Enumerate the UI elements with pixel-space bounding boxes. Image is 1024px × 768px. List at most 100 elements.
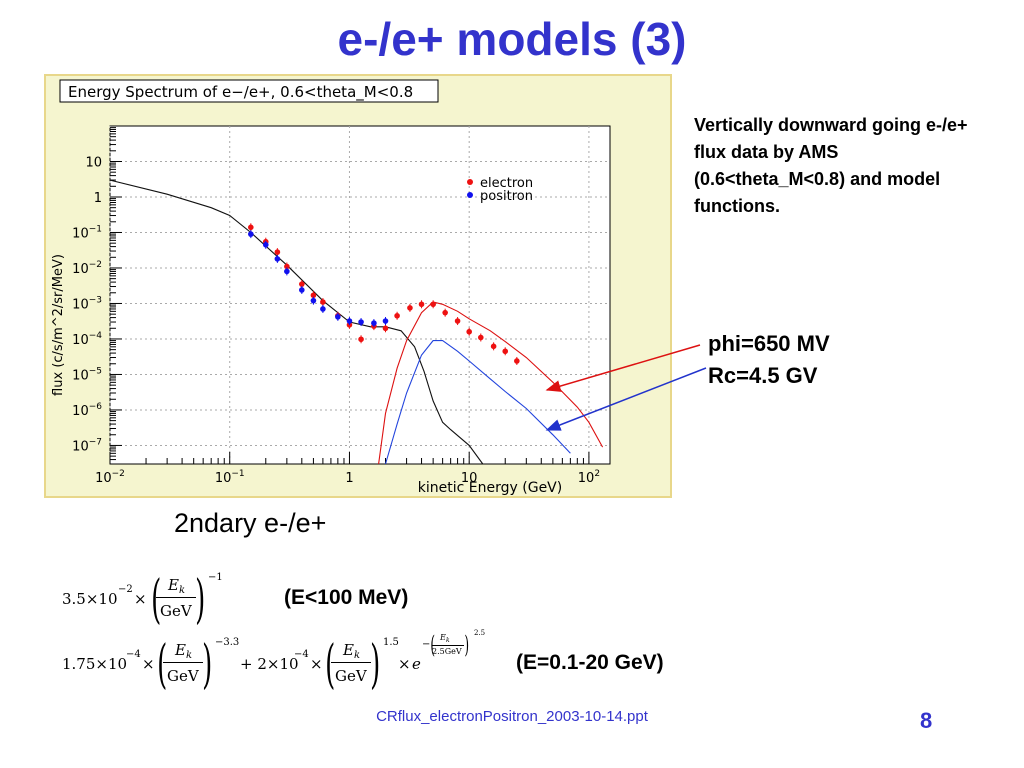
f2-right-paren-2: ) xyxy=(370,635,381,695)
plot-area xyxy=(109,125,611,465)
positron-point xyxy=(284,268,290,275)
chart-title: Energy Spectrum of e−/e+, 0.6<theta_M<0.… xyxy=(68,83,413,102)
chart-title-box xyxy=(59,79,439,103)
f2-exp-numerator: E xyxy=(440,633,446,642)
f2-fraction-bar-1 xyxy=(163,662,203,663)
phi-parameter: phi=650 MV xyxy=(708,331,830,356)
electron-point xyxy=(274,249,281,255)
model-curve xyxy=(109,179,484,465)
f1-coefficient: 3.5×10 xyxy=(62,590,118,608)
x-tick-label: 10−1 xyxy=(215,469,245,486)
electron-point xyxy=(514,358,520,364)
f2-denominator-1: GeV xyxy=(167,667,199,685)
positron-point xyxy=(358,319,364,325)
electron-point xyxy=(382,325,389,332)
f2-exp-numerator-sub: k xyxy=(446,637,450,644)
f2-exponent-1: −4 xyxy=(126,649,141,660)
f2-left-paren-2: ( xyxy=(325,635,336,695)
f2-left-paren-1: ( xyxy=(157,635,168,695)
electron-point xyxy=(248,224,254,231)
electron-point xyxy=(310,292,317,299)
f2-coefficient-1: 1.75×10 xyxy=(62,655,128,673)
electron-point xyxy=(490,343,497,350)
positron-point xyxy=(320,306,326,312)
electron-legend-label: electron xyxy=(480,176,533,191)
electron-legend-marker xyxy=(467,179,473,185)
positron-point xyxy=(346,318,353,324)
f2-exp-minus: − xyxy=(422,639,431,650)
x-tick-label: 10−2 xyxy=(95,469,125,486)
f2-numerator-2: E xyxy=(343,641,354,659)
electron-point xyxy=(477,334,484,341)
positron-legend-label: positron xyxy=(480,189,533,204)
rc-parameter: Rc=4.5 GV xyxy=(708,363,818,388)
f2-denominator-2: GeV xyxy=(335,667,367,685)
page-number: 8 xyxy=(920,708,933,733)
model-curve xyxy=(384,340,571,465)
positron-point xyxy=(371,320,377,326)
f2-right-paren-1: ) xyxy=(202,635,213,695)
electron-point xyxy=(430,301,436,308)
y-tick-label: 1 xyxy=(94,191,102,206)
positron-point xyxy=(274,256,281,262)
electron-point xyxy=(299,281,305,287)
electron-point xyxy=(502,348,509,355)
f1-denominator: GeV xyxy=(160,602,192,620)
plot-frame: Energy Spectrum of e−/e+, 0.6<theta_M<0.… xyxy=(44,74,672,498)
y-axis-label: flux (c/s/m^2/sr/MeV) xyxy=(51,254,66,396)
f2-power-1: −3.3 xyxy=(215,637,240,648)
positron-point xyxy=(335,314,341,320)
y-tick-label: 10−5 xyxy=(72,366,102,383)
f1-numerator-sub: k xyxy=(179,585,186,596)
f2-times-3: × xyxy=(398,655,411,673)
y-tick-label: 10−1 xyxy=(72,224,102,241)
f2-e: e xyxy=(412,655,421,673)
f2-exp-denominator: 2.5GeV xyxy=(432,647,462,656)
f2-exp-fraction-bar xyxy=(432,645,464,646)
f2-power-2: 1.5 xyxy=(383,637,399,648)
f2-fraction-bar-2 xyxy=(331,662,371,663)
y-tick-label: 10−3 xyxy=(72,295,102,312)
f2-numerator-2-sub: k xyxy=(354,650,361,661)
x-axis-label: kinetic Energy (GeV) xyxy=(418,480,562,496)
positron-point xyxy=(248,231,254,237)
electron-point xyxy=(454,318,461,324)
electron-point xyxy=(407,305,413,311)
positron-point xyxy=(262,241,269,248)
electron-point xyxy=(394,312,400,319)
slide-title: e-/e+ models (3) xyxy=(337,13,687,65)
f2-times-2: × xyxy=(310,655,323,673)
x-tick-label: 102 xyxy=(578,469,600,486)
description-text: Vertically downward going e-/e+ flux dat… xyxy=(694,115,968,216)
electron-point xyxy=(320,299,326,305)
positron-point xyxy=(310,297,317,304)
f1-times: × xyxy=(134,590,147,608)
f2-exp-right-paren: ) xyxy=(464,631,470,659)
y-tick-label: 10−4 xyxy=(72,331,102,348)
model-parameters: phi=650 MV Rc=4.5 GV xyxy=(708,328,830,392)
x-tick-label: 10 xyxy=(461,471,478,486)
positron-point xyxy=(382,318,389,324)
electron-point xyxy=(284,263,290,270)
f1-numerator: E xyxy=(168,576,179,594)
electron-point xyxy=(442,309,448,316)
f2-plus-term: + 2×10 xyxy=(240,655,299,673)
electron-point xyxy=(358,336,364,343)
f2-times-1: × xyxy=(142,655,155,673)
f2-exponent-2: −4 xyxy=(294,649,309,660)
y-tick-label: 10−7 xyxy=(72,437,102,454)
f1-power: −1 xyxy=(208,572,223,583)
f2-numerator-1: E xyxy=(175,641,186,659)
x-tick-label: 1 xyxy=(345,471,353,486)
electron-point xyxy=(418,301,425,308)
spectrum-chart: Energy Spectrum of e−/e+, 0.6<theta_M<0.… xyxy=(51,79,611,496)
f1-right-paren: ) xyxy=(195,570,206,630)
y-tick-label: 10 xyxy=(85,155,102,170)
y-tick-label: 10−6 xyxy=(72,402,102,419)
range-low-energy: (E<100 MeV) xyxy=(284,586,409,609)
positron-point xyxy=(299,287,305,293)
f2-numerator-1-sub: k xyxy=(186,650,193,661)
range-high-energy: (E=0.1-20 GeV) xyxy=(516,651,664,674)
f1-exponent: −2 xyxy=(118,584,133,595)
electron-point xyxy=(466,328,472,335)
